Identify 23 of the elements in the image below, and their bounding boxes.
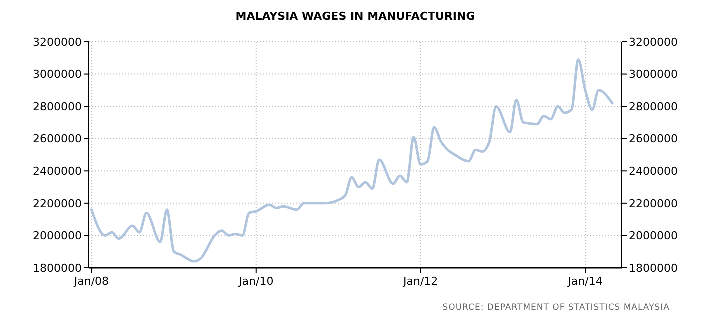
y-tick-label: 3000000 xyxy=(33,68,82,82)
x-tick-label: Jan/10 xyxy=(238,275,274,288)
chart-title: MALAYSIA WAGES IN MANUFACTURING xyxy=(236,10,476,23)
y2-tick-label: 2200000 xyxy=(629,197,678,210)
x-tick-label: Jan/12 xyxy=(402,275,438,288)
y-tick-label: 2800000 xyxy=(33,100,82,114)
y2-tick-label: 2800000 xyxy=(629,100,678,114)
y-tick-label: 1800000 xyxy=(33,262,82,275)
y2-tick-label: 3200000 xyxy=(629,36,678,49)
y2-tick-label: 2400000 xyxy=(629,164,678,178)
source-note: SOURCE: DEPARTMENT OF STATISTICS MALAYSIA xyxy=(442,303,670,313)
x-tick-label: Jan/14 xyxy=(567,275,603,288)
y2-tick-label: 2600000 xyxy=(629,132,678,146)
y-tick-label: 2000000 xyxy=(33,230,82,243)
y-tick-label: 2600000 xyxy=(33,132,82,146)
y2-tick-label: 2000000 xyxy=(629,230,678,243)
y-tick-label: 3200000 xyxy=(33,36,82,49)
y2-tick-label: 1800000 xyxy=(629,262,678,275)
x-tick-label: Jan/08 xyxy=(73,275,110,288)
y-tick-label: 2400000 xyxy=(33,164,82,178)
y2-tick-label: 3000000 xyxy=(629,68,678,82)
line-series xyxy=(90,58,614,263)
y-tick-label: 2200000 xyxy=(33,197,82,210)
